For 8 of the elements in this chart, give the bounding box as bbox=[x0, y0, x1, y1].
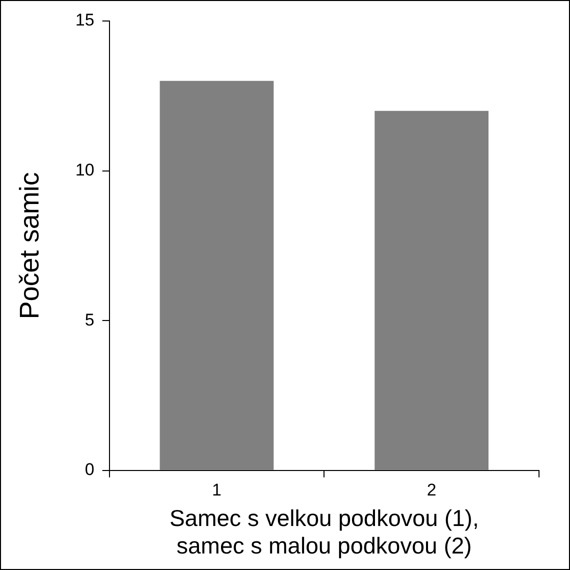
y-tick-label: 15 bbox=[75, 10, 94, 30]
x-axis-title: Samec s velkou podkovou (1), samec s malou podkovou (2) bbox=[169, 504, 479, 559]
y-tick-label: 0 bbox=[84, 460, 94, 480]
y-tick-label: 5 bbox=[84, 310, 94, 330]
y-axis-title: Počet samic bbox=[14, 172, 45, 320]
x-tick-label: 1 bbox=[212, 480, 222, 500]
y-tick-label: 10 bbox=[75, 160, 94, 180]
x-tick-label: 2 bbox=[426, 480, 436, 500]
